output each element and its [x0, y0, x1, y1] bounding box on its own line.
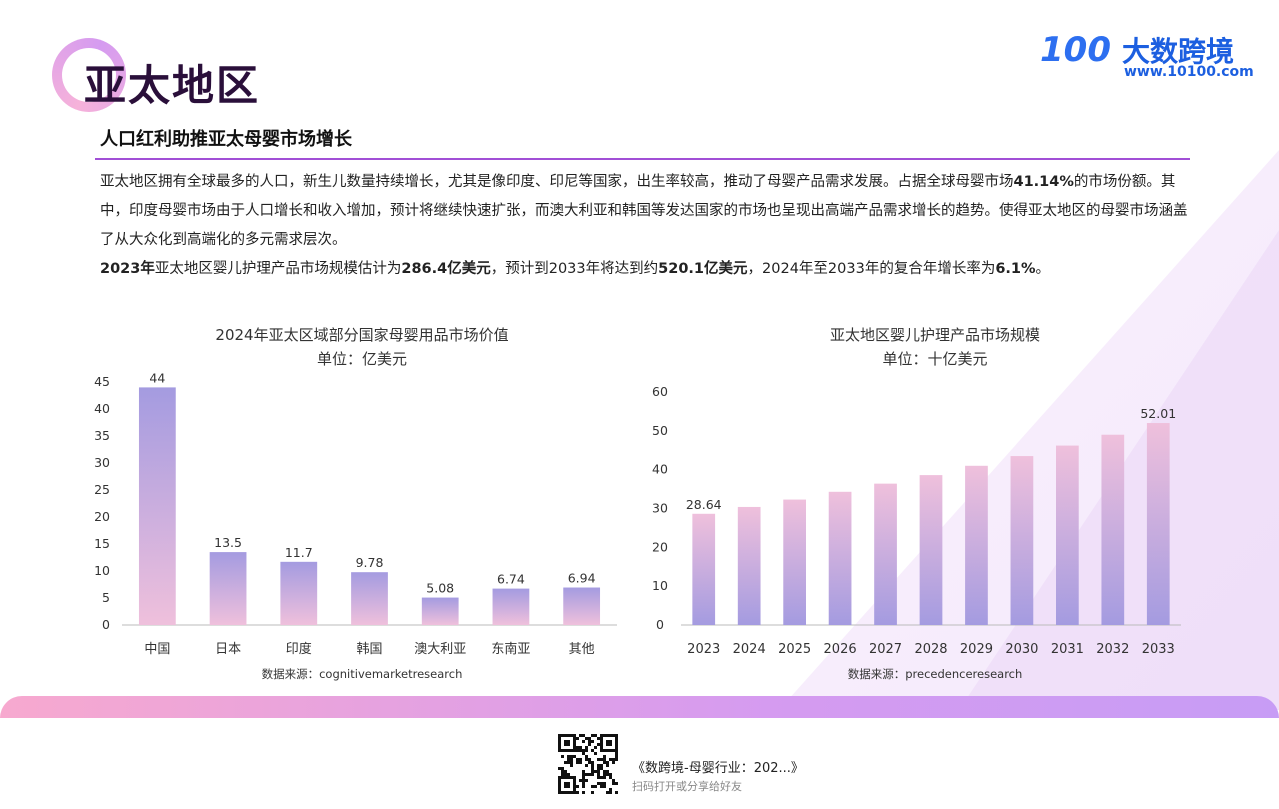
x-tick-label: 2027: [869, 642, 902, 657]
bar: [874, 483, 897, 625]
y-tick-label: 15: [94, 536, 110, 551]
x-tick-label: 2028: [914, 642, 947, 657]
x-tick-label: 中国: [144, 642, 170, 657]
x-tick-label: 2025: [778, 642, 811, 657]
bar: [828, 491, 852, 625]
y-tick-label: 10: [652, 578, 668, 593]
bar: [492, 588, 530, 625]
x-tick-label: 2024: [733, 642, 766, 657]
data-label: 6.74: [497, 572, 525, 587]
bar: [1146, 423, 1170, 625]
y-tick-label: 0: [102, 617, 110, 632]
y-tick-label: 20: [94, 509, 110, 524]
chart-source: 数据来源：precedenceresearch: [848, 667, 1023, 681]
bar: [919, 475, 943, 625]
bar: [138, 387, 176, 625]
bar: [783, 499, 806, 625]
subtitle-divider: [95, 158, 1190, 160]
bar: [209, 552, 247, 625]
bar: [692, 513, 716, 625]
x-tick-label: 其他: [569, 642, 595, 657]
highlight-text: 520.1亿美元: [658, 261, 748, 277]
paragraph: 亚太地区拥有全球最多的人口，新生儿数量持续增长，尤其是像印度、印尼等国家，出生率…: [100, 168, 1190, 255]
data-label: 13.5: [214, 535, 242, 550]
highlight-text: 6.1%: [995, 261, 1036, 277]
brand-logo: 100 大数跨境 www.10100.com: [1040, 30, 1260, 90]
brand-logo-icon: 100: [1040, 30, 1111, 70]
x-tick-label: 2026: [824, 642, 857, 657]
qr-code-icon[interactable]: [558, 734, 618, 794]
x-tick-label: 韩国: [356, 642, 382, 657]
chart-title: 亚太地区婴儿护理产品市场规模: [830, 326, 1040, 344]
bar: [1010, 456, 1034, 625]
y-tick-label: 60: [652, 384, 668, 399]
data-label: 11.7: [285, 545, 313, 560]
highlight-text: 286.4亿美元: [401, 261, 491, 277]
x-tick-label: 2031: [1051, 642, 1084, 657]
x-tick-label: 2029: [960, 642, 993, 657]
market-size-chart: 亚太地区婴儿护理产品市场规模单位：十亿美元010203040506028.642…: [652, 326, 1181, 681]
footer-title: 《数跨境-母婴行业：202...》: [632, 761, 804, 776]
data-label: 6.94: [568, 571, 596, 586]
paragraph-text: 亚太地区婴儿护理产品市场规模估计为: [154, 261, 402, 277]
x-tick-label: 东南亚: [491, 641, 530, 657]
y-tick-label: 40: [94, 401, 110, 416]
x-tick-label: 2023: [687, 642, 720, 657]
y-tick-label: 40: [652, 462, 668, 477]
data-label: 44: [149, 370, 165, 385]
chart-unit: 单位：亿美元: [317, 350, 407, 368]
x-tick-label: 印度: [286, 641, 312, 657]
y-tick-label: 30: [94, 455, 110, 470]
x-tick-label: 澳大利亚: [414, 641, 466, 657]
y-tick-label: 30: [652, 501, 668, 516]
data-label: 28.64: [686, 497, 722, 512]
bar: [563, 587, 601, 625]
y-tick-label: 0: [656, 617, 664, 632]
brand-url: www.10100.com: [1124, 64, 1254, 80]
paragraph-text: ，2024年至2033年的复合年增长率为: [747, 261, 996, 277]
paragraph-text: 亚太地区拥有全球最多的人口，新生儿数量持续增长，尤其是像印度、印尼等国家，出生率…: [100, 174, 1014, 190]
footer-subtitle: 扫码打开或分享给好友: [632, 780, 742, 793]
y-tick-label: 25: [94, 482, 110, 497]
data-label: 9.78: [356, 555, 384, 570]
title-ring-decoration: [52, 38, 126, 112]
body-text: 亚太地区拥有全球最多的人口，新生儿数量持续增长，尤其是像印度、印尼等国家，出生率…: [100, 168, 1190, 284]
paragraph-text: 的市场份额。其中，印度母婴市场由于人口增长和收入增加，预计将继续快速扩张，而澳大…: [100, 174, 1188, 248]
data-label: 5.08: [426, 581, 454, 596]
paragraph-text: 。: [1035, 261, 1051, 277]
paragraph-text: ，预计到2033年将达到约: [490, 261, 659, 277]
section-subtitle: 人口红利助推亚太母婴市场增长: [100, 129, 352, 150]
highlight-text: 2023年: [100, 261, 155, 277]
bar: [1101, 434, 1125, 625]
data-label: 52.01: [1140, 406, 1176, 421]
y-tick-label: 20: [652, 539, 668, 554]
y-tick-label: 10: [94, 563, 110, 578]
chart-title: 2024年亚太区域部分国家母婴用品市场价值: [215, 326, 508, 344]
bar: [737, 506, 761, 625]
bottom-band-decoration: [0, 696, 1279, 718]
chart-source: 数据来源：cognitivemarketresearch: [262, 667, 463, 681]
bar: [965, 465, 988, 625]
bar: [351, 572, 388, 625]
y-tick-label: 5: [102, 590, 110, 605]
y-tick-label: 35: [94, 428, 110, 443]
bar: [1056, 445, 1079, 625]
x-tick-label: 2030: [1005, 642, 1038, 657]
bar: [280, 561, 318, 625]
bar: [421, 597, 459, 625]
paragraph: 2023年亚太地区婴儿护理产品市场规模估计为286.4亿美元，预计到2033年将…: [100, 255, 1190, 284]
highlight-text: 41.14%: [1013, 174, 1074, 190]
page-title: 亚太地区: [84, 61, 261, 110]
x-tick-label: 日本: [215, 642, 241, 657]
y-tick-label: 45: [94, 374, 110, 389]
x-tick-label: 2032: [1096, 642, 1129, 657]
brand-name: 大数跨境: [1122, 35, 1235, 68]
y-tick-label: 50: [652, 423, 668, 438]
x-tick-label: 2033: [1142, 642, 1175, 657]
chart-unit: 单位：十亿美元: [882, 350, 987, 368]
